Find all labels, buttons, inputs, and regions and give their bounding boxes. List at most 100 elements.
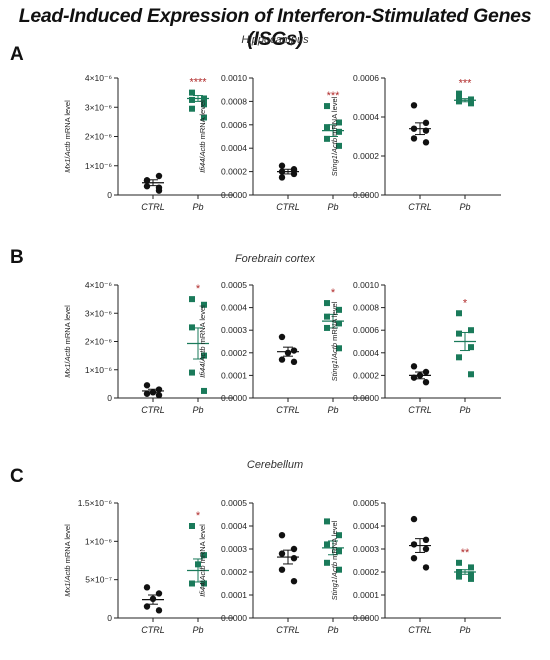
chart-c-ifi44-pb-point bbox=[336, 548, 342, 555]
chart-a-mx1-ctrl-point bbox=[143, 183, 151, 190]
chart-c-sting1-ctrl-point bbox=[410, 541, 418, 548]
chart-b-mx1-y-tick-label: 0 bbox=[107, 393, 112, 403]
chart-a-mx1-significance-label: **** bbox=[189, 77, 207, 89]
chart-c-sting1-ctrl-point bbox=[422, 536, 430, 543]
chart-b-sting1-pb-point bbox=[468, 327, 474, 334]
chart-b-mx1-pb-point bbox=[201, 352, 207, 359]
chart-a-ifi44-pb-point bbox=[336, 142, 342, 149]
chart-a-mx1-x-tick-label: Pb bbox=[192, 202, 203, 212]
chart-c-mx1-pb-point bbox=[201, 580, 207, 587]
chart-a-sting1-ctrl-point bbox=[422, 119, 430, 127]
chart-a-sting1-y-tick-label: 0.0002 bbox=[353, 151, 379, 161]
chart-c-sting1-y-tick-label: 0.0002 bbox=[353, 567, 379, 577]
chart-c-ifi44-ctrl-point bbox=[278, 550, 286, 557]
chart-c-ifi44-y-tick-label: 0.0001 bbox=[221, 590, 247, 600]
chart-c-sting1-y-tick-label: 0.0004 bbox=[353, 521, 379, 531]
chart-a-mx1-y-tick-label: 1×10⁻⁶ bbox=[85, 161, 112, 171]
chart-c-sting1-ctrl-point bbox=[410, 555, 418, 562]
chart-b-sting1-y-tick-label: 0.0006 bbox=[353, 325, 379, 335]
chart-c-sting1-y-tick-label: 0.0000 bbox=[353, 613, 379, 623]
chart-c-sting1-ctrl-point bbox=[410, 515, 418, 523]
chart-a-ifi44-ctrl-point bbox=[278, 162, 286, 169]
figure-title: Lead-Induced Expression of Interferon-St… bbox=[18, 5, 532, 50]
chart-a-sting1-y-tick-label: 0.0000 bbox=[353, 190, 379, 200]
chart-a-ifi44-y-axis-label: Ifi44/Actb mRNA level bbox=[198, 100, 207, 173]
chart-a-ifi44-x-tick-label: Pb bbox=[327, 202, 338, 212]
chart-b-sting1-pb-point bbox=[456, 330, 462, 337]
chart-b-ifi44-ctrl-point bbox=[290, 358, 298, 366]
chart-c-sting1-x-tick-label: CTRL bbox=[408, 625, 432, 635]
chart-c-mx1-ctrl-point bbox=[155, 607, 163, 614]
chart-c-ifi44-y-tick-label: 0.0005 bbox=[221, 498, 247, 508]
chart-a-ifi44-x-tick-label: CTRL bbox=[276, 202, 300, 212]
chart-b-ifi44-y-axis-label: Ifi44/Actb mRNA level bbox=[198, 305, 207, 378]
chart-c-mx1-significance-label: * bbox=[196, 510, 201, 522]
chart-b-sting1-significance-label: * bbox=[463, 297, 468, 309]
chart-c-ifi44-ctrl-point bbox=[278, 566, 286, 573]
chart-a-ifi44-pb-point bbox=[324, 135, 330, 142]
chart-c-ifi44-y-tick-label: 0.0004 bbox=[221, 521, 247, 531]
chart-b-ifi44-pb-point bbox=[336, 345, 342, 352]
chart-c-mx1-y-tick-label: 1×10⁻⁶ bbox=[85, 536, 112, 546]
chart-a-mx1-pb-point bbox=[189, 96, 195, 103]
chart-b-mx1-y-tick-label: 1×10⁻⁶ bbox=[85, 365, 112, 375]
chart-c-sting1-pb-point bbox=[456, 573, 462, 580]
chart-c-mx1-x-tick-label: CTRL bbox=[141, 625, 165, 635]
chart-b-ifi44-y-tick-label: 0.0002 bbox=[221, 348, 247, 358]
chart-a-ifi44-y-tick-label: 0.0004 bbox=[221, 143, 247, 153]
chart-b-ifi44-y-tick-label: 0.0001 bbox=[221, 370, 247, 380]
chart-c-ifi44-pb-point bbox=[324, 541, 330, 548]
chart-b-sting1-x-tick-label: CTRL bbox=[408, 405, 432, 415]
chart-c-mx1-y-axis-label: Mx1/Actb mRNA level bbox=[63, 524, 72, 597]
chart-c-mx1-y-tick-label: 0 bbox=[107, 613, 112, 623]
chart-b-sting1-pb-point bbox=[456, 354, 462, 361]
chart-b-mx1-y-axis-label: Mx1/Actb mRNA level bbox=[63, 305, 72, 378]
chart-c-ifi44-y-tick-label: 0.0003 bbox=[221, 544, 247, 554]
chart-c-mx1-ctrl-point bbox=[143, 584, 151, 591]
chart-c-sting1-pb-point bbox=[468, 564, 474, 571]
chart-c-ifi44-x-tick-label: Pb bbox=[327, 625, 338, 635]
chart-b-mx1-significance-label: * bbox=[196, 283, 201, 295]
panel-letter-a: A bbox=[10, 44, 24, 65]
panel-letter-c: C bbox=[10, 466, 24, 487]
chart-a-ifi44-pb-point bbox=[336, 119, 342, 126]
chart-c-mx1-pb-point bbox=[189, 523, 195, 529]
chart-b-ifi44-y-tick-label: 0.0000 bbox=[221, 393, 247, 403]
chart-b-sting1-y-axis-label: Sting1/Actb mRNA level bbox=[330, 301, 339, 381]
chart-b-ifi44-significance-label: * bbox=[331, 287, 336, 299]
chart-c-sting1-ctrl-point bbox=[422, 564, 430, 571]
chart-b-ifi44-pb-point bbox=[324, 300, 330, 307]
chart-b-sting1-x-tick-label: Pb bbox=[459, 405, 470, 415]
chart-b-sting1-pb-point bbox=[468, 344, 474, 351]
chart-a-sting1-pb-point bbox=[456, 90, 462, 97]
chart-c-ifi44-pb-point bbox=[324, 518, 330, 525]
chart-a-ifi44-y-tick-label: 0.0006 bbox=[221, 120, 247, 130]
region-title-forebrain-cortex: Forebrain cortex bbox=[234, 253, 316, 265]
chart-b-mx1-pb-point bbox=[189, 369, 195, 376]
chart-c-ifi44-y-tick-label: 0.0000 bbox=[221, 613, 247, 623]
chart-a-mx1-y-tick-label: 0 bbox=[107, 190, 112, 200]
chart-c-mx1-pb-point bbox=[189, 580, 195, 587]
chart-a-sting1-pb-point bbox=[468, 100, 474, 107]
chart-a-sting1-y-tick-label: 0.0006 bbox=[353, 73, 379, 83]
chart-a-sting1-ctrl-point bbox=[422, 139, 430, 146]
chart-c-sting1-x-tick-label: Pb bbox=[459, 625, 470, 635]
chart-c-ifi44-pb-point bbox=[336, 532, 342, 539]
chart-a-ifi44-y-tick-label: 0.0008 bbox=[221, 96, 247, 106]
chart-b-sting1-ctrl-point bbox=[422, 378, 430, 386]
chart-a-mx1-ctrl-point bbox=[143, 177, 151, 184]
chart-c-mx1-y-tick-label: 5×10⁻⁷ bbox=[85, 575, 112, 585]
chart-a-ifi44-pb-point bbox=[324, 124, 330, 131]
chart-b-mx1-x-tick-label: Pb bbox=[192, 405, 203, 415]
chart-b-sting1-pb-point bbox=[456, 310, 462, 317]
chart-c-mx1-ctrl-point bbox=[143, 603, 151, 610]
chart-a-ifi44-y-tick-label: 0.0010 bbox=[221, 73, 247, 83]
chart-c-ifi44-x-tick-label: CTRL bbox=[276, 625, 300, 635]
chart-a-mx1-y-tick-label: 4×10⁻⁶ bbox=[85, 73, 112, 83]
chart-c-sting1-y-axis-label: Sting1/Actb mRNA level bbox=[330, 520, 339, 600]
chart-c-mx1-y-tick-label: 1.5×10⁻⁶ bbox=[78, 498, 112, 508]
chart-b-ifi44-ctrl-point bbox=[278, 356, 286, 363]
chart-a-ifi44-pb-point bbox=[324, 103, 330, 110]
chart-b-mx1-x-tick-label: CTRL bbox=[141, 405, 165, 415]
